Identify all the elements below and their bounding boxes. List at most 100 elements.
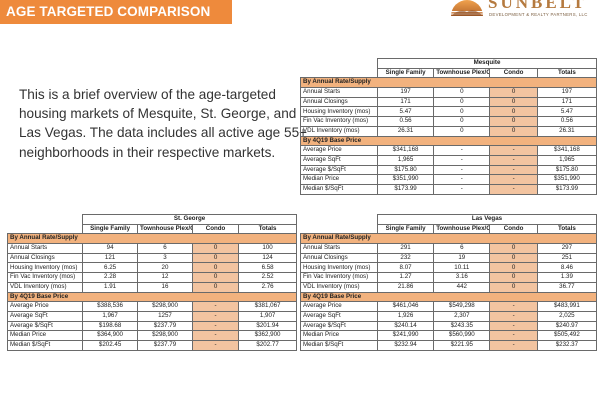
section-title: By Annual Rate/Supply — [300, 77, 597, 89]
table-cell: $549,298 — [433, 301, 491, 312]
table-cell: $201.94 — [238, 320, 297, 332]
row-label: Housing Inventory (mos) — [300, 106, 378, 118]
table-cell: 197 — [376, 87, 435, 98]
table-cell: $237.79 — [137, 320, 193, 332]
row-label: Annual Starts — [300, 243, 378, 254]
location-name: Mesquite — [376, 58, 598, 69]
table-row: Annual Closings 232 19 0 251 — [300, 252, 598, 264]
table-cell: 10.11 — [433, 262, 491, 274]
section-title: By Annual Rate/Supply — [300, 233, 597, 245]
column-header: Totals — [536, 67, 598, 79]
table-row: Fin Vac Inventory (mos) 2.28 12 0 2.52 — [6, 272, 297, 283]
column-header: Single Family — [376, 223, 435, 235]
section-title: By Annual Rate/Supply — [7, 233, 297, 245]
table-row: Average Price $388,536 $298,900- $381,067 — [6, 301, 297, 312]
table-cell: 1,907 — [238, 310, 297, 322]
table-cell: 0 — [191, 272, 240, 283]
table-row: Average SqFt 1,926 2,307-2,025 — [300, 310, 598, 322]
table-cell: 0 — [433, 87, 491, 98]
column-header: Totals — [536, 223, 598, 235]
table-cell: 0 — [489, 96, 538, 108]
table-cell: $298,900 — [137, 301, 193, 312]
table-cell: - — [433, 174, 491, 185]
table-row: Average $/SqFt $198.68 $237.79- $201.94 — [6, 320, 297, 332]
table-cell: 121 — [82, 252, 139, 264]
table-cell: 8.07 — [376, 262, 435, 274]
column-header: Totals — [238, 223, 297, 235]
table-cell: 0 — [489, 125, 538, 137]
table-cell: $362,900 — [238, 330, 297, 341]
row-label: Housing Inventory (mos) — [6, 262, 84, 274]
table-cell: $483,991 — [536, 301, 598, 312]
table-row: VDL Inventory (mos) 1.91 16 0 2.76 — [6, 281, 297, 293]
table-cell: 251 — [536, 252, 598, 264]
table-cell: 0 — [489, 106, 538, 118]
location-row: Mesquite — [300, 58, 598, 69]
table-row: Housing Inventory (mos) 8.07 10.11 0 8.46 — [300, 262, 598, 274]
row-label: Fin Vac Inventory (mos) — [300, 272, 378, 283]
row-label: VDL Inventory (mos) — [300, 281, 378, 293]
row-label: Average SqFt — [300, 154, 378, 166]
table-cell: $175.80 — [536, 164, 598, 176]
table-cell: - — [489, 330, 538, 341]
location-row: Las Vegas — [300, 214, 598, 225]
table-cell: $221.95 — [433, 339, 491, 351]
row-label: Average $/SqFt — [6, 320, 84, 332]
table-cell: - — [489, 301, 538, 312]
row-label: Fin Vac Inventory (mos) — [300, 116, 378, 127]
table-cell: 0 — [433, 106, 491, 118]
table-cell: - — [489, 164, 538, 176]
table-cell: - — [489, 183, 538, 195]
table-cell: 6.25 — [82, 262, 139, 274]
table-cell: 20 — [137, 262, 193, 274]
table-cell: $232.37 — [536, 339, 598, 351]
column-header: Single Family — [376, 67, 435, 79]
row-label: Annual Starts — [6, 243, 84, 254]
table-cell: 2.28 — [82, 272, 139, 283]
table-cell: 26.31 — [536, 125, 598, 137]
section-title: By 4Q19 Base Price — [7, 291, 297, 303]
table-cell: 6 — [137, 243, 193, 254]
table-cell: $240.97 — [536, 320, 598, 332]
table-row: Average SqFt 1,967 1257-1,907 — [6, 310, 297, 322]
column-header: Condo — [489, 67, 538, 79]
logo-name: SUNBELT — [488, 0, 587, 12]
table-cell: 0 — [191, 281, 240, 293]
column-header: Condo — [489, 223, 538, 235]
table-cell: 1,965 — [376, 154, 435, 166]
section-header-row: By 4Q19 Base Price — [7, 291, 297, 303]
table-cell: 6 — [433, 243, 491, 254]
table-row: Fin Vac Inventory (mos) 0.56 0 0 0.56 — [300, 116, 598, 127]
table-cell: - — [489, 174, 538, 185]
table-cell: $202.45 — [82, 339, 139, 351]
row-label: Average Price — [300, 301, 378, 312]
table-cell: $175.80 — [376, 164, 435, 176]
table-cell: $381,067 — [238, 301, 297, 312]
blank-cell — [300, 68, 378, 79]
section-header-row: By Annual Rate/Supply — [300, 77, 597, 89]
table-cell: 442 — [433, 281, 491, 293]
table-cell: 0 — [489, 116, 538, 127]
table-cell: - — [489, 154, 538, 166]
table-cell: $341,168 — [536, 145, 598, 156]
table-cell: $240.14 — [376, 320, 435, 332]
table-cell: 19 — [433, 252, 491, 264]
row-label: Average SqFt — [6, 310, 84, 322]
column-header: Single Family — [82, 223, 139, 235]
table-row: Annual Closings 121 3 0 124 — [6, 252, 297, 264]
table-cell: 2.76 — [238, 281, 297, 293]
table-cell: $241,990 — [376, 330, 435, 341]
table-cell: 8.46 — [536, 262, 598, 274]
table-cell: 0 — [489, 281, 538, 293]
table-cell: $198.68 — [82, 320, 139, 332]
table-cell: - — [191, 330, 240, 341]
table-row: Average SqFt 1,965- -1,965 — [300, 154, 598, 166]
row-label: Annual Closings — [300, 96, 378, 108]
table-cell: 26.31 — [376, 125, 435, 137]
table-row: Average Price $461,046 $549,298- $483,991 — [300, 301, 598, 312]
row-label: Annual Closings — [6, 252, 84, 264]
table-cell: $351,990 — [536, 174, 598, 185]
